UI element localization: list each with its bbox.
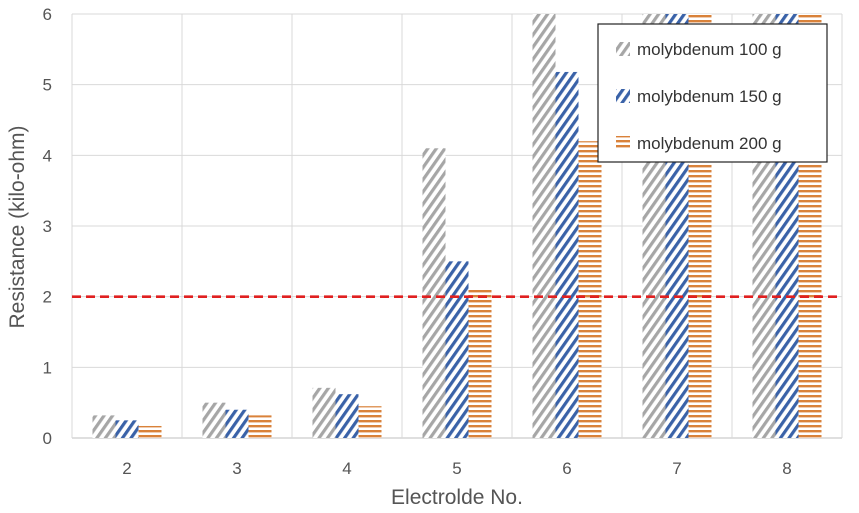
- x-tick-label: 8: [782, 459, 791, 478]
- bar: [225, 409, 249, 438]
- y-tick-label: 6: [43, 5, 52, 24]
- y-tick-label: 5: [43, 76, 52, 95]
- bar: [532, 14, 556, 438]
- bars: [92, 14, 822, 439]
- legend: molybdenum 100 g molybdenum 150 g molybden…: [597, 23, 828, 163]
- y-axis-title: Resistance (kilo-ohm): [6, 125, 29, 328]
- bar: [335, 394, 359, 438]
- bar: [468, 288, 492, 438]
- y-tick-label: 3: [43, 217, 52, 236]
- bar: [578, 141, 602, 438]
- legend-label: molybdenum 100 g: [637, 40, 782, 59]
- bar: [445, 261, 469, 438]
- bar: [92, 415, 116, 438]
- y-tick-label: 2: [43, 288, 52, 307]
- x-tick-label: 7: [672, 459, 681, 478]
- bar: [312, 387, 336, 438]
- bar: [248, 415, 272, 438]
- legend-label: molybdenum 200 g: [637, 134, 782, 153]
- x-tick-label: 2: [122, 459, 131, 478]
- legend-swatch: [616, 42, 630, 56]
- x-tick-label: 6: [562, 459, 571, 478]
- bar: [202, 402, 226, 438]
- x-tick-label: 5: [452, 459, 461, 478]
- legend-swatch: [616, 136, 630, 150]
- y-tick-label: 1: [43, 358, 52, 377]
- y-tick-label: 4: [43, 146, 52, 165]
- bar: [138, 425, 162, 438]
- x-tick-label: 3: [232, 459, 241, 478]
- legend-label: molybdenum 150 g: [637, 87, 782, 106]
- y-tick-label: 0: [43, 429, 52, 448]
- y-tick-labels: 0 1 2 3 4 5 6: [43, 5, 52, 448]
- bar: [358, 406, 382, 438]
- bar: [115, 420, 139, 438]
- x-tick-labels: 2 3 4 5 6 7 8: [122, 459, 791, 478]
- legend-swatch: [616, 89, 630, 103]
- bar: [422, 148, 446, 438]
- x-axis-title: Electrolde No.: [391, 486, 523, 509]
- gridlines: [71, 13, 843, 439]
- bar: [555, 71, 579, 439]
- legend-box: [597, 23, 828, 163]
- x-tick-label: 4: [342, 459, 351, 478]
